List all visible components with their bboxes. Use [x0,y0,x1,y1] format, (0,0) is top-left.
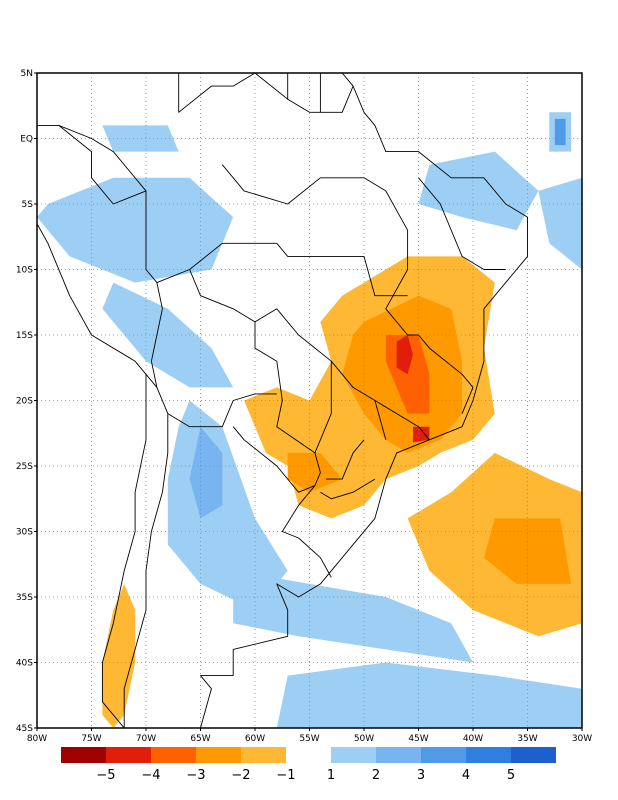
border-line [113,190,332,578]
anomaly-equatorial-core [554,118,566,146]
lon-tick-label: 75W [81,734,101,744]
anomaly-guyana-surplus [102,125,179,152]
border-line [276,243,408,297]
lat-tick-label: 10S [16,266,33,276]
colorbar-label: −2 [231,768,250,783]
colorbar-swatch-negative [241,747,286,763]
border-line [189,242,277,270]
anomaly-amazon-surplus [37,177,234,283]
anomaly-atlantic-core [483,518,572,584]
border-line [385,190,419,336]
anomaly-minas-peak [396,335,413,375]
lat-tick-label: 25S [16,462,33,472]
border-line [221,164,387,205]
border-line [287,73,321,113]
border-line [145,374,158,388]
lat-tick-label: EQ [20,135,33,145]
lon-tick-label: 55W [299,734,319,744]
lat-tick-label: 40S [16,659,33,669]
colorbar-label: −1 [276,768,295,783]
colorbar-swatch-positive [466,747,511,763]
lon-tick-label: 30W [572,734,592,744]
lat-tick-label: 5N [21,69,33,79]
lat-tick-label: 15S [16,331,33,341]
border-line [200,73,528,728]
border-line [320,85,354,113]
border-line [418,177,506,270]
colorbar-label: −4 [141,768,160,783]
anomaly-sao-paulo-peak [413,426,430,443]
border-line [374,400,430,441]
colorbar-label: 1 [327,768,335,783]
lon-tick-label: 45W [408,734,428,744]
colorbar-swatch-negative [61,747,106,763]
border-line [325,439,365,480]
colorbar-swatch-positive [376,747,421,763]
border-line [123,413,169,728]
lat-tick-label: 20S [16,397,33,407]
anomaly-patagonia-surplus [276,662,582,728]
lon-tick-label: 65W [190,734,210,744]
lon-tick-label: 80W [27,734,47,744]
colorbar-label: 5 [507,768,515,783]
border-line [418,334,474,414]
lat-tick-label: 30S [16,528,33,538]
colorbar-swatch-negative [106,747,151,763]
colorbar-label: 2 [372,768,380,783]
border-line [58,124,147,192]
anomaly-chile-deficit [102,583,136,728]
border-line [314,361,332,454]
colorbar-swatch-negative [151,747,196,763]
colorbar-label: 4 [462,768,470,783]
lat-tick-label: 35S [16,593,33,603]
lat-tick-label: 45S [16,724,33,734]
colorbar-label: 3 [417,768,425,783]
colorbar-legend: −5 −4 −3 −2 −1 1 2 3 4 5 [61,747,556,783]
anomaly-fill-layer [37,112,582,728]
graticule-grid [37,73,582,728]
colorbar-label: −5 [96,768,115,783]
colorbar-swatch-positive [421,747,466,763]
lon-tick-label: 35W [517,734,537,744]
lon-tick-label: 60W [245,734,265,744]
lon-tick-label: 50W [354,734,374,744]
colorbar-swatch-positive [331,747,376,763]
lon-tick-label: 40W [463,734,483,744]
anomaly-east-atlantic-surplus [538,177,582,270]
border-line [178,73,256,113]
colorbar-label: −3 [186,768,205,783]
border-line [37,124,114,205]
anomaly-argentina-core [189,426,223,519]
border-line [320,478,376,500]
colorbar-swatch-negative [196,747,241,763]
lon-tick-label: 70W [136,734,156,744]
anomaly-paraguay-deficit [287,452,343,493]
colorbar-swatch-positive [511,747,556,763]
anomaly-ne-brazil-surplus [418,151,539,231]
lat-tick-label: 5S [22,200,34,210]
border-line [232,426,316,493]
